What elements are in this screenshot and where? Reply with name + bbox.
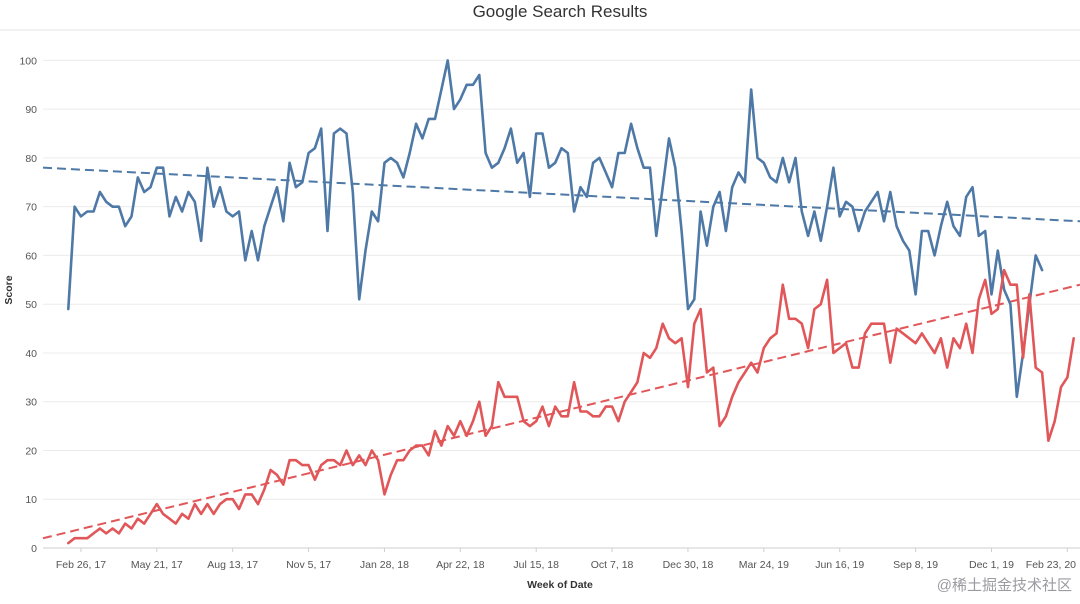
y-tick-label: 40 [25, 348, 37, 360]
x-tick-label: Mar 24, 19 [739, 559, 789, 571]
y-tick-label: 70 [25, 202, 37, 214]
x-tick-label: Feb 26, 17 [56, 559, 106, 571]
y-axis-ticks: 0 10 20 30 40 50 60 70 80 90 100 [19, 55, 37, 555]
x-tick-label: Nov 5, 17 [286, 559, 331, 571]
x-tick-label: Sep 8, 19 [893, 559, 938, 571]
gridlines [43, 59, 1080, 500]
watermark: @稀土掘金技术社区 [937, 577, 1072, 594]
x-tick-label: May 21, 17 [131, 559, 183, 571]
x-tick-label: Aug 13, 17 [207, 559, 258, 571]
x-axis-ticks: Feb 26, 17 May 21, 17 Aug 13, 17 Nov 5, 17 J… [56, 548, 1076, 571]
x-tick-label: Feb 23, 20 [1026, 559, 1076, 571]
trend-line [42, 166, 1080, 223]
y-axis-label: Score [3, 275, 15, 304]
y-tick-label: 30 [25, 397, 37, 409]
x-tick-label: Jun 16, 19 [815, 559, 864, 571]
y-tick-label: 80 [25, 153, 37, 165]
x-tick-label: Dec 30, 18 [663, 559, 714, 571]
series-line [67, 268, 1075, 545]
x-tick-label: Dec 1, 19 [969, 559, 1014, 571]
y-tick-label: 20 [25, 445, 37, 457]
y-tick-label: 10 [25, 494, 37, 506]
y-tick-label: 100 [19, 55, 37, 67]
x-tick-label: Oct 7, 18 [591, 559, 634, 571]
y-tick-label: 60 [25, 250, 37, 262]
chart-title: Google Search Results [473, 2, 648, 21]
trend-lines [42, 166, 1080, 540]
x-tick-label: Jan 28, 18 [360, 559, 409, 571]
series-lines [67, 59, 1075, 545]
trend-line [42, 283, 1080, 540]
x-tick-label: Apr 22, 18 [436, 559, 485, 571]
x-tick-label: Jul 15, 18 [513, 559, 559, 571]
x-axis-label: Week of Date [527, 579, 593, 591]
y-tick-label: 50 [25, 299, 37, 311]
y-tick-label: 0 [31, 543, 37, 555]
series-line [67, 59, 1044, 399]
y-tick-label: 90 [25, 104, 37, 116]
